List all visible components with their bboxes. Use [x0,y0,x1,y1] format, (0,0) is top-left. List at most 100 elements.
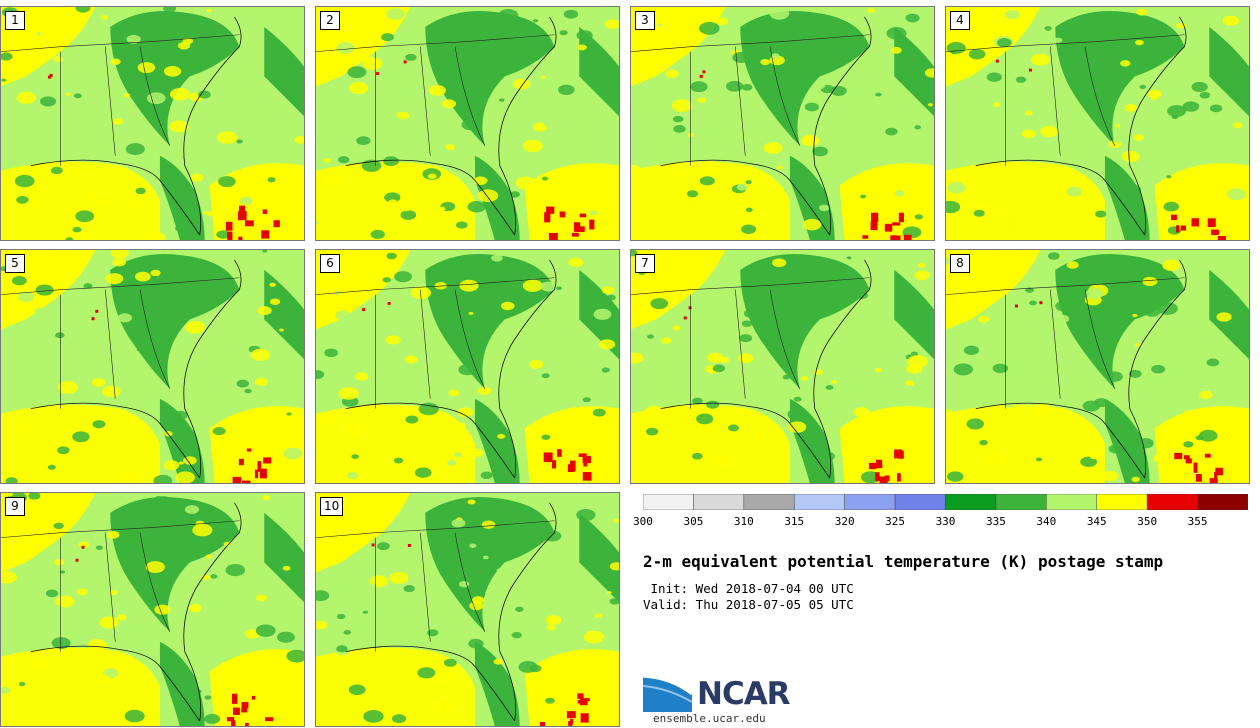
hot-spot [261,230,270,239]
hot-spot [91,317,95,321]
hot-spot [251,695,256,700]
field-patch [336,42,355,54]
field-patch [192,523,213,537]
field-patch [279,328,285,332]
colorbar-bin [1096,494,1148,510]
field-patch [91,378,106,387]
field-patch [286,649,304,663]
field-patch [112,118,123,125]
field-patch [78,541,90,549]
humid-region [425,253,555,389]
hot-spot [894,449,903,459]
field-patch [865,301,875,308]
field-patch [967,227,975,232]
field-patch [418,402,439,416]
field-patch [760,58,771,66]
field-patch [1166,175,1172,179]
hot-spot [259,468,267,479]
hot-spot [1174,452,1183,460]
field-patch [796,262,805,269]
colorbar-bin [743,494,795,510]
field-patch [324,348,338,358]
field-patch [592,408,606,417]
hot-spot [548,233,558,240]
field-patch [282,565,291,571]
coastline [975,259,1187,479]
field-patch [1106,371,1123,382]
colorbar-bin [1197,494,1248,510]
hot-spot [238,458,244,466]
field-patch [82,167,90,172]
field-patch [471,596,485,605]
field-patch [133,203,141,208]
colorbar-bin [945,494,997,510]
field-patch [316,221,319,225]
field-patch [656,256,665,262]
field-patch [1135,39,1144,46]
colorbar-tick-label: 305 [683,515,704,528]
field-patch [1112,137,1122,143]
field-patch [153,546,166,554]
field-patch [1015,76,1027,83]
hot-spot [362,308,366,312]
field-patch [1094,398,1109,408]
hot-spot [873,463,883,469]
field-patch [55,332,65,339]
field-patch [175,663,181,667]
field-patch [72,226,82,233]
field-patch [316,370,325,380]
field-patch [107,530,120,539]
field-patch [65,237,74,240]
stamp-panel-5: 5 [0,249,305,484]
field-patch [336,645,348,653]
field-patch [984,452,1005,465]
hot-spot [699,74,703,78]
field-patch [335,310,351,321]
field-patch [691,452,703,460]
field-patch [1222,15,1240,26]
field-patch [545,697,555,704]
field-patch [1031,53,1051,66]
field-patch [383,156,399,167]
field-patch [5,477,18,483]
field-patch [787,408,806,421]
field-patch [96,674,110,683]
field-patch [6,493,14,497]
field-patch [582,397,591,403]
humid-region [110,10,240,146]
coastline [345,502,557,722]
field-patch [1191,81,1208,93]
humid-region [425,10,555,146]
atlantic-region [839,163,934,240]
colorbar-tick-label: 330 [935,515,956,528]
hot-spot [892,222,901,226]
field-patch [190,173,204,182]
field-patch [1223,24,1238,34]
gulf-region [946,161,1105,240]
hot-spot [890,235,897,240]
field-patch [321,413,337,423]
field-patch [1151,364,1166,374]
stamp-label: 7 [635,254,655,273]
field-patch [741,320,753,327]
field-patch [394,271,412,283]
field-patch [914,214,923,220]
field-patch [811,293,829,305]
field-patch [1021,269,1029,274]
gulf-region [631,161,790,240]
field-patch [657,23,663,27]
hot-spot [552,460,557,469]
field-patch [169,87,190,101]
field-patch [769,7,790,20]
field-patch [664,69,679,79]
field-patch [1153,453,1169,463]
field-patch [814,82,826,90]
field-patch [917,262,926,268]
field-patch [802,218,822,231]
field-patch [549,639,567,650]
field-patch [422,78,436,87]
hot-spot [265,717,274,722]
gulf-region [1,161,160,240]
atlantic-region [209,649,304,726]
field-patch [270,289,280,295]
